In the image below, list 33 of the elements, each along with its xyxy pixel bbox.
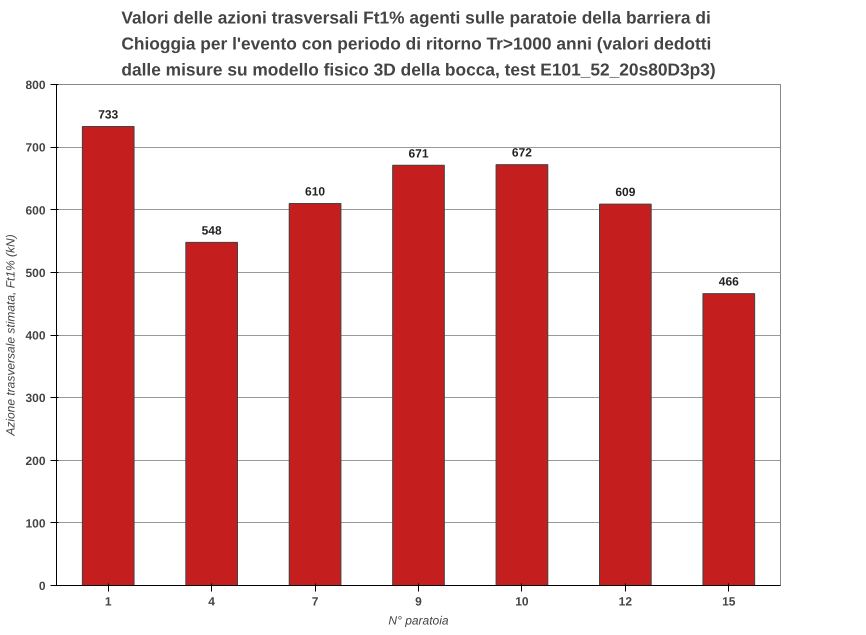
x-tick-label: 7	[312, 594, 319, 608]
data-label: 672	[512, 146, 532, 160]
y-tick-label: 200	[25, 454, 46, 468]
bar	[702, 293, 756, 586]
x-tick-label: 15	[722, 594, 736, 608]
x-tick-label: 12	[618, 594, 632, 608]
chart-title: Valori delle azioni trasversali Ft1% agenti sulle paratoie della barriera di Chioggia per l'evento con periodo di ritorno Tr>1000 anni (valori dedotti dalle misure su modello fisico 3D della bocca, test E101_52_20s80D3p3)	[121, 8, 716, 80]
bar	[599, 204, 652, 586]
bar	[288, 202, 342, 586]
y-tick-label: 100	[25, 516, 46, 530]
bar	[496, 164, 548, 586]
data-label: 548	[202, 223, 222, 238]
bar	[82, 126, 135, 586]
y-tick-label: 300	[25, 391, 46, 406]
y-tick-label: 0	[38, 579, 46, 593]
y-tick-label: 800	[25, 78, 46, 92]
y-axis-title: Azione trasversale stimata, Ft1% (kN)	[3, 234, 18, 437]
bar	[392, 164, 445, 586]
data-label: 733	[98, 107, 119, 122]
data-label: 610	[305, 184, 326, 198]
x-axis-title: N° paratoia	[388, 614, 449, 628]
data-label: 609	[615, 185, 636, 200]
y-tick-label: 700	[25, 140, 46, 155]
x-tick-label: 1	[104, 594, 112, 608]
bar	[185, 242, 238, 586]
y-tick-label: 500	[25, 266, 46, 280]
x-tick-label: 9	[415, 594, 422, 608]
x-tick-label: 4	[208, 594, 216, 608]
data-label: 671	[408, 146, 429, 160]
x-tick-label: 10	[515, 594, 529, 608]
y-tick-label: 400	[25, 328, 46, 342]
y-tick-label: 600	[25, 203, 46, 218]
data-label: 466	[718, 274, 740, 289]
